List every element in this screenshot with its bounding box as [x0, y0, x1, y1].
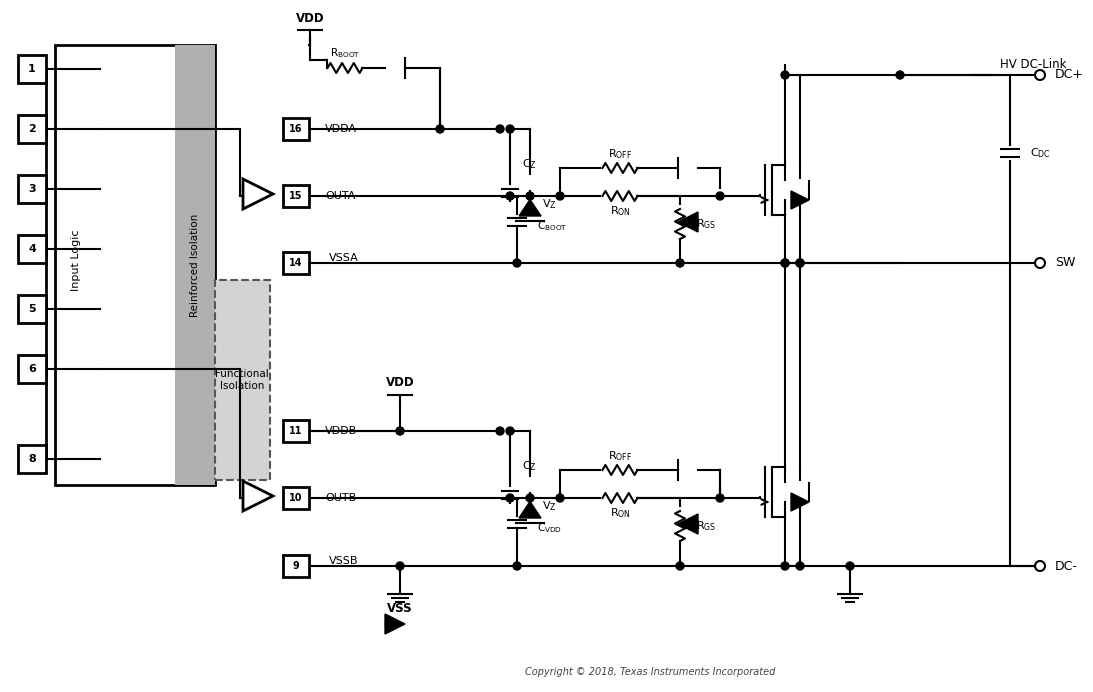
Bar [283, 185, 309, 207]
Text: Reinforced Isolation: Reinforced Isolation [190, 213, 200, 317]
Circle shape [556, 494, 564, 502]
Text: 1: 1 [28, 64, 36, 74]
Bar [283, 555, 309, 577]
Text: R$_{\rm GS}$: R$_{\rm GS}$ [696, 217, 716, 231]
Circle shape [781, 562, 789, 570]
Text: 3: 3 [28, 184, 36, 194]
Circle shape [526, 494, 534, 502]
Text: 16: 16 [290, 124, 303, 134]
Circle shape [396, 562, 404, 570]
Bar [17, 55, 46, 83]
Circle shape [781, 71, 789, 79]
Bar [17, 355, 46, 383]
Circle shape [496, 125, 504, 133]
Text: 2: 2 [28, 124, 36, 134]
Text: R$_{\rm GS}$: R$_{\rm GS}$ [696, 519, 716, 533]
Text: VDDB: VDDB [325, 426, 357, 436]
Text: 15: 15 [290, 191, 303, 201]
Text: VSSB: VSSB [329, 556, 359, 566]
Text: VDD: VDD [296, 12, 325, 24]
Text: SW: SW [1055, 257, 1076, 269]
Circle shape [675, 259, 684, 267]
Text: V$_{\rm Z}$: V$_{\rm Z}$ [542, 499, 556, 513]
Text: 9: 9 [293, 561, 299, 571]
Text: 14: 14 [290, 258, 303, 268]
Circle shape [781, 259, 789, 267]
Bar [283, 252, 309, 274]
Circle shape [436, 125, 444, 133]
Text: VDD: VDD [386, 376, 414, 390]
Text: DC+: DC+ [1055, 69, 1084, 82]
Text: C$_{\rm VDD}$: C$_{\rm VDD}$ [537, 521, 562, 535]
Text: Functional
Isolation: Functional Isolation [215, 370, 269, 391]
Bar [17, 175, 46, 203]
Text: C$_{\rm DC}$: C$_{\rm DC}$ [1030, 146, 1050, 160]
Text: 4: 4 [28, 244, 36, 254]
Circle shape [796, 562, 804, 570]
Circle shape [506, 125, 514, 133]
Text: VSS: VSS [387, 601, 413, 614]
Text: Input Logic: Input Logic [71, 229, 81, 291]
Circle shape [796, 259, 804, 267]
Polygon shape [385, 614, 406, 634]
Text: 6: 6 [28, 364, 36, 374]
Text: C$_{\rm BOOT}$: C$_{\rm BOOT}$ [537, 219, 567, 233]
Circle shape [496, 427, 504, 435]
Text: 10: 10 [290, 493, 303, 503]
Bar [17, 115, 46, 143]
Polygon shape [678, 212, 698, 232]
Circle shape [513, 259, 521, 267]
Circle shape [896, 71, 904, 79]
Text: R$_{\rm ON}$: R$_{\rm ON}$ [610, 506, 631, 520]
Text: 5: 5 [28, 304, 36, 314]
Text: HV DC-Link: HV DC-Link [1000, 59, 1067, 71]
Circle shape [506, 192, 514, 200]
Text: R$_{\rm ON}$: R$_{\rm ON}$ [610, 204, 631, 218]
Text: VSSA: VSSA [329, 253, 359, 263]
Polygon shape [678, 514, 698, 534]
Circle shape [716, 494, 724, 502]
Polygon shape [519, 199, 541, 216]
Circle shape [716, 192, 724, 200]
Circle shape [556, 192, 564, 200]
Bar [175, 45, 215, 485]
Polygon shape [791, 493, 809, 511]
Circle shape [781, 259, 789, 267]
Bar [283, 420, 309, 442]
Circle shape [513, 562, 521, 570]
Circle shape [506, 427, 514, 435]
Text: C$_{\rm Z}$: C$_{\rm Z}$ [522, 157, 537, 171]
Text: 11: 11 [290, 426, 303, 436]
Bar [215, 280, 270, 480]
Text: R$_{\rm BOOT}$: R$_{\rm BOOT}$ [330, 46, 360, 60]
Bar [283, 487, 309, 509]
Text: OUTA: OUTA [326, 191, 356, 201]
Polygon shape [791, 191, 809, 209]
Circle shape [396, 427, 404, 435]
Circle shape [846, 562, 854, 570]
Circle shape [506, 494, 514, 502]
Text: Copyright © 2018, Texas Instruments Incorporated: Copyright © 2018, Texas Instruments Inco… [525, 667, 775, 677]
Polygon shape [519, 502, 541, 518]
Bar [283, 118, 309, 140]
Text: C$_{\rm Z}$: C$_{\rm Z}$ [522, 459, 537, 473]
Bar [17, 445, 46, 473]
Text: 8: 8 [28, 454, 36, 464]
Bar [17, 295, 46, 323]
Text: DC-: DC- [1055, 560, 1078, 572]
Text: R$_{\rm OFF}$: R$_{\rm OFF}$ [608, 449, 632, 463]
Circle shape [796, 259, 804, 267]
Bar [55, 45, 215, 485]
Bar [17, 235, 46, 263]
Circle shape [675, 562, 684, 570]
Text: V$_{\rm Z}$: V$_{\rm Z}$ [542, 197, 556, 211]
Text: OUTB: OUTB [326, 493, 356, 503]
Text: VDDA: VDDA [325, 124, 357, 134]
Text: R$_{\rm OFF}$: R$_{\rm OFF}$ [608, 147, 632, 161]
Circle shape [526, 192, 534, 200]
